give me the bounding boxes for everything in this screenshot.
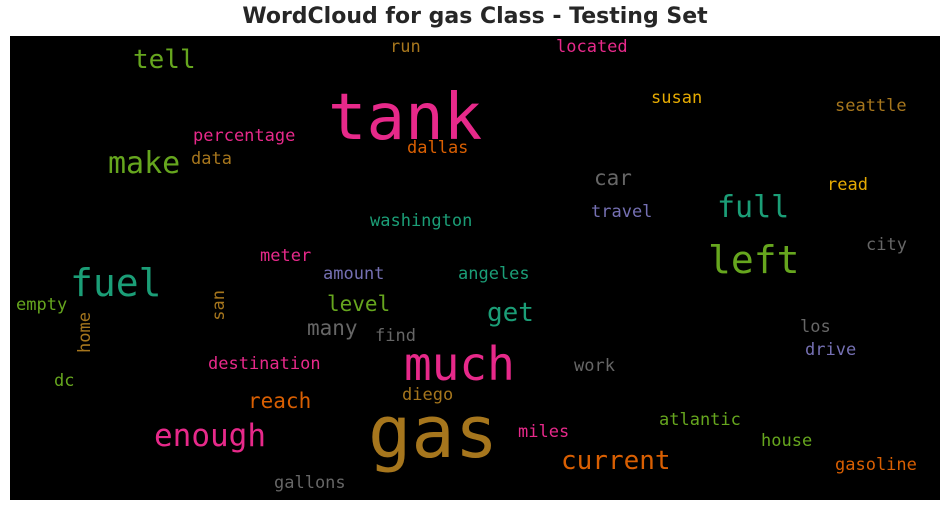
wordcloud-canvas: gas tank much fuel left enough make full current…: [10, 36, 940, 500]
word-house: house: [761, 431, 813, 451]
word-angeles: angeles: [458, 264, 530, 284]
word-reach: reach: [248, 389, 312, 413]
word-level: level: [327, 292, 391, 316]
chart-title: WordCloud for gas Class - Testing Set: [242, 4, 708, 29]
word-drive: drive: [805, 340, 857, 360]
word-read: read: [827, 175, 868, 195]
word-tank: tank: [328, 81, 483, 155]
word-seattle: seattle: [835, 96, 907, 116]
word-san: san: [209, 290, 229, 321]
word-gasoline: gasoline: [835, 455, 917, 475]
word-get: get: [487, 298, 534, 328]
word-located: located: [556, 37, 628, 57]
word-dallas: dallas: [407, 138, 469, 158]
word-meter: meter: [260, 246, 312, 266]
word-amount: amount: [323, 264, 385, 284]
word-many: many: [307, 316, 358, 340]
word-run: run: [390, 37, 421, 57]
word-miles: miles: [518, 422, 570, 442]
word-diego: diego: [402, 385, 454, 405]
word-washington: washington: [370, 211, 473, 231]
word-home: home: [75, 312, 95, 353]
word-susan: susan: [651, 88, 703, 108]
word-full: full: [717, 190, 790, 225]
word-travel: travel: [591, 202, 653, 222]
word-percentage: percentage: [193, 126, 296, 146]
word-empty: empty: [16, 295, 68, 315]
word-current: current: [561, 446, 671, 476]
word-much: much: [404, 337, 515, 391]
word-car: car: [594, 166, 632, 190]
word-city: city: [866, 235, 907, 255]
word-los: los: [800, 317, 831, 337]
word-data: data: [191, 149, 232, 169]
word-atlantic: atlantic: [659, 410, 741, 430]
word-tell: tell: [133, 45, 196, 75]
word-find: find: [375, 326, 416, 346]
word-make: make: [108, 146, 181, 181]
word-destination: destination: [208, 354, 321, 374]
word-work: work: [574, 356, 615, 376]
word-enough: enough: [154, 418, 266, 454]
word-fuel: fuel: [70, 261, 162, 305]
word-gas: gas: [368, 390, 499, 474]
word-gallons: gallons: [274, 473, 346, 493]
word-dc: dc: [54, 371, 75, 391]
word-left: left: [708, 238, 800, 282]
